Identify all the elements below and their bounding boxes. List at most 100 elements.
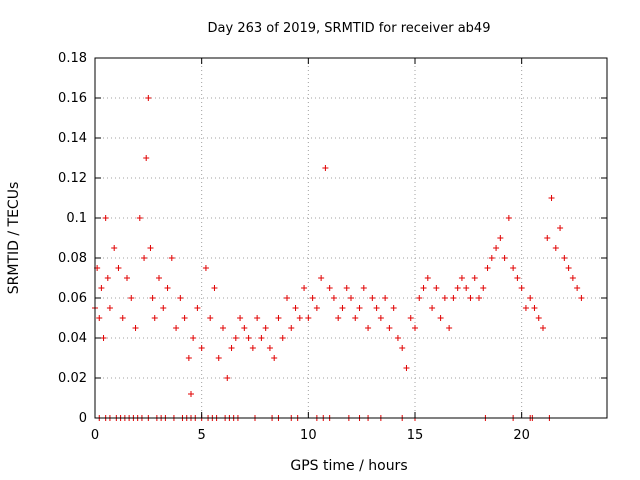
data-point <box>156 275 162 281</box>
y-tick-label: 0.06 <box>58 291 87 306</box>
data-point <box>416 295 423 301</box>
data-point <box>245 335 252 341</box>
data-point <box>160 305 167 311</box>
data-point <box>237 315 244 321</box>
data-point <box>164 285 171 291</box>
y-tick-label: 0.14 <box>58 131 87 146</box>
data-point <box>330 295 337 301</box>
data-point <box>224 375 231 381</box>
data-point <box>407 315 414 321</box>
y-tick-label: 0.18 <box>58 51 87 66</box>
data-point <box>548 195 555 201</box>
data-point <box>484 265 491 271</box>
data-point <box>493 245 500 251</box>
data-point <box>458 275 465 281</box>
data-point <box>318 275 325 281</box>
data-point <box>149 295 156 301</box>
data-point <box>207 315 214 321</box>
data-point <box>369 295 376 301</box>
data-point <box>420 285 427 291</box>
data-point <box>143 155 150 161</box>
data-point <box>480 285 487 291</box>
data-point <box>450 295 457 301</box>
data-point <box>288 325 295 331</box>
x-tick-label: 10 <box>300 428 317 443</box>
data-point <box>535 315 542 321</box>
data-point <box>437 315 444 321</box>
x-tick-label: 20 <box>513 428 530 443</box>
data-point <box>104 275 111 281</box>
data-point <box>322 165 329 171</box>
data-point <box>565 265 572 271</box>
data-point <box>578 295 585 301</box>
data-point <box>271 355 278 361</box>
data-point <box>446 325 453 331</box>
data-point <box>429 305 436 311</box>
data-point <box>501 255 508 261</box>
data-point <box>339 305 346 311</box>
data-point <box>360 285 367 291</box>
y-tick-label: 0.08 <box>58 251 87 266</box>
y-axis-label: SRMTID / TECUs <box>6 182 22 295</box>
plot-frame <box>94 57 608 419</box>
data-point <box>326 285 333 291</box>
y-tick-label: 0.1 <box>66 211 87 226</box>
data-point <box>181 315 188 321</box>
data-point <box>399 345 406 351</box>
y-tick-label: 0.16 <box>58 91 87 106</box>
data-point <box>106 305 113 311</box>
data-point <box>258 335 265 341</box>
data-point <box>527 295 534 301</box>
data-point <box>377 315 384 321</box>
data-point <box>168 255 175 261</box>
data-point <box>352 315 359 321</box>
x-tick-label: 15 <box>407 428 424 443</box>
data-point <box>188 391 194 397</box>
data-point <box>557 225 564 231</box>
data-point <box>561 255 568 261</box>
data-point <box>403 365 410 371</box>
data-point <box>574 285 581 291</box>
data-point <box>151 315 158 321</box>
data-point <box>390 305 397 311</box>
data-point <box>232 335 239 341</box>
data-point <box>510 265 517 271</box>
y-tick-label: 0.12 <box>58 171 87 186</box>
data-point <box>518 285 525 291</box>
data-point <box>145 95 152 101</box>
data-point <box>115 265 122 271</box>
data-point <box>544 235 551 241</box>
data-point <box>185 355 192 361</box>
x-tick-label: 5 <box>198 428 206 443</box>
data-point <box>305 315 312 321</box>
x-tick-label: 0 <box>91 428 99 443</box>
data-point <box>119 315 126 321</box>
data-point <box>102 215 109 221</box>
data-point <box>241 325 248 331</box>
data-point <box>382 295 389 301</box>
data-point <box>296 315 303 321</box>
data-point <box>505 215 512 221</box>
data-point <box>202 265 209 271</box>
data-point <box>309 295 316 301</box>
data-point <box>514 275 521 281</box>
data-point <box>211 285 218 291</box>
data-point <box>249 345 256 351</box>
data-point <box>96 315 103 321</box>
data-point <box>292 305 299 311</box>
data-point <box>424 275 431 281</box>
data-point <box>128 295 135 301</box>
data-point <box>147 245 154 251</box>
data-point <box>540 325 546 331</box>
data-point <box>141 255 148 261</box>
data-point <box>488 255 495 261</box>
data-point <box>220 325 226 331</box>
data-point <box>463 285 470 291</box>
data-point <box>266 345 273 351</box>
data-point <box>467 295 474 301</box>
data-point <box>284 295 290 301</box>
data-point <box>262 325 269 331</box>
data-point <box>394 335 401 341</box>
data-point <box>254 315 261 321</box>
